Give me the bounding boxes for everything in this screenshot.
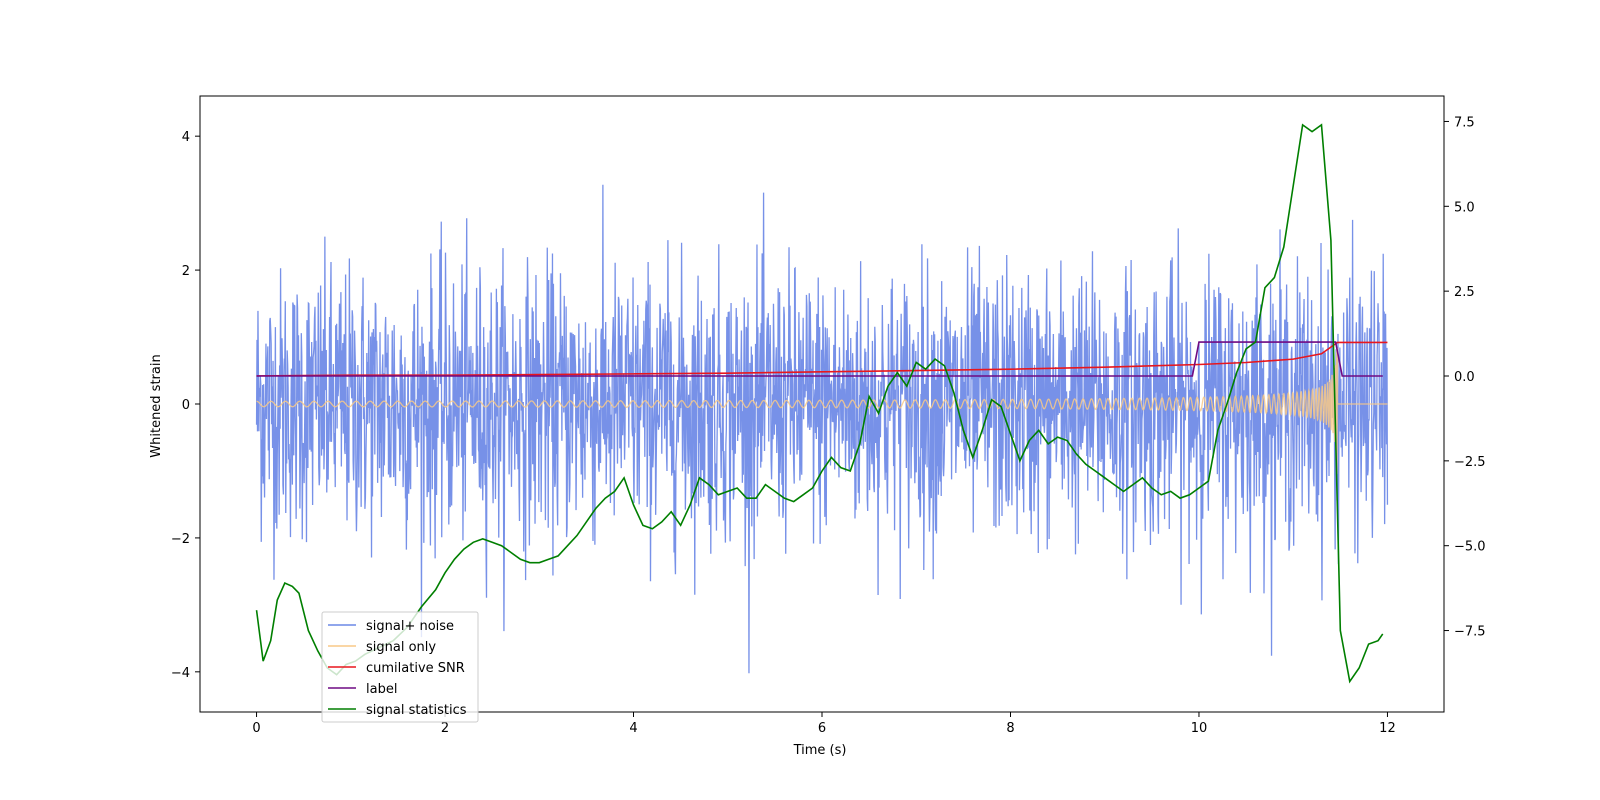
x-tick-label: 6 bbox=[818, 721, 826, 736]
series-layer bbox=[255, 123, 1389, 684]
x-tick-label: 8 bbox=[1006, 721, 1014, 736]
y2-tick-label: −7.5 bbox=[1454, 625, 1486, 640]
series-signal-only-line bbox=[256, 346, 1388, 475]
y2-tick-label: −5.0 bbox=[1454, 540, 1486, 555]
x-tick-label: 2 bbox=[441, 721, 449, 736]
legend-label: label bbox=[366, 682, 397, 697]
x-tick-label: 0 bbox=[252, 721, 260, 736]
y2-tick-label: 5.0 bbox=[1454, 200, 1475, 215]
y-axis-right: −7.5 −5.0 −2.5 0.0 2.5 5.0 7.5 bbox=[1444, 115, 1486, 640]
legend-entry-cumilative-snr: cumilative SNR bbox=[328, 661, 465, 676]
x-axis-label: Time (s) bbox=[793, 743, 847, 758]
y2-tick-label: 0.0 bbox=[1454, 370, 1475, 385]
y2-tick-label: −2.5 bbox=[1454, 455, 1486, 470]
y-tick-label: −2 bbox=[171, 532, 190, 547]
series-signal-statistics-line bbox=[255, 123, 1384, 684]
legend-entry-signal-only: signal only bbox=[328, 640, 436, 655]
legend-box bbox=[321, 611, 479, 723]
legend-label: signal statistics bbox=[366, 703, 467, 718]
x-axis: 0 2 4 6 8 10 12 bbox=[252, 712, 1396, 736]
legend: signal+ noise signal only cumilative SNR… bbox=[321, 611, 479, 723]
legend-entry-signal-noise: signal+ noise bbox=[328, 619, 454, 634]
legend-entry-label: label bbox=[328, 682, 397, 697]
legend-label: signal+ noise bbox=[366, 619, 454, 634]
y-tick-label: −4 bbox=[171, 666, 190, 681]
y-tick-label: 0 bbox=[182, 398, 190, 413]
y-axis-label: Whitened strain bbox=[149, 354, 164, 457]
series-label-line bbox=[256, 341, 1383, 377]
x-tick-label: 4 bbox=[629, 721, 637, 736]
x-tick-label: 12 bbox=[1379, 721, 1396, 736]
legend-label: signal only bbox=[366, 640, 436, 655]
y2-tick-label: 2.5 bbox=[1454, 285, 1475, 300]
x-tick-label: 10 bbox=[1191, 721, 1208, 736]
y-tick-label: 4 bbox=[182, 130, 190, 145]
y-tick-label: 2 bbox=[182, 264, 190, 279]
series-cumilative-snr-line bbox=[256, 341, 1388, 377]
legend-label: cumilative SNR bbox=[366, 661, 465, 676]
y-axis-left: −4 −2 0 2 4 bbox=[171, 130, 200, 681]
y2-tick-label: 7.5 bbox=[1454, 115, 1475, 130]
legend-entry-signal-statistics: signal statistics bbox=[328, 703, 467, 718]
